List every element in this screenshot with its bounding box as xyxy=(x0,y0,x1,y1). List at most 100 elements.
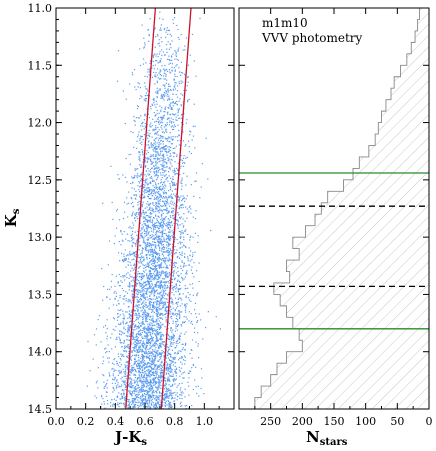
data-point xyxy=(135,360,137,362)
data-point xyxy=(168,401,170,403)
data-point xyxy=(124,384,126,386)
data-point xyxy=(166,131,168,133)
data-point xyxy=(154,380,156,382)
data-point xyxy=(145,335,147,337)
data-point xyxy=(146,392,149,394)
data-point xyxy=(122,298,124,300)
data-point xyxy=(153,139,156,141)
data-point xyxy=(143,300,145,302)
data-point xyxy=(151,234,153,236)
data-point xyxy=(183,349,185,351)
data-point xyxy=(162,333,164,335)
data-point xyxy=(146,289,148,291)
data-point xyxy=(134,377,137,379)
data-point xyxy=(139,403,142,405)
data-point xyxy=(136,241,138,243)
data-point xyxy=(196,295,198,297)
data-point xyxy=(142,125,144,127)
data-point xyxy=(133,188,135,190)
data-point xyxy=(113,398,115,400)
data-point xyxy=(154,284,156,286)
data-point xyxy=(143,351,145,353)
data-point xyxy=(155,335,157,337)
data-point xyxy=(133,285,135,287)
data-point xyxy=(167,29,169,32)
data-point xyxy=(123,341,125,343)
data-point xyxy=(141,235,143,237)
data-point xyxy=(156,219,158,221)
data-point xyxy=(123,375,125,377)
data-point xyxy=(152,129,154,131)
data-point xyxy=(186,85,188,87)
data-point xyxy=(175,193,177,195)
data-point xyxy=(142,275,144,277)
data-point xyxy=(141,402,143,404)
data-point xyxy=(159,241,161,243)
data-point xyxy=(172,336,174,339)
data-point xyxy=(172,287,174,289)
data-point xyxy=(148,369,150,371)
data-point xyxy=(151,167,153,169)
data-point xyxy=(152,372,154,374)
data-point xyxy=(154,358,156,361)
data-point xyxy=(169,366,172,369)
data-point xyxy=(169,161,171,163)
data-point xyxy=(157,365,159,367)
data-point xyxy=(163,344,165,346)
data-point xyxy=(116,210,118,212)
data-point xyxy=(130,370,132,372)
data-point xyxy=(180,154,182,157)
data-point xyxy=(165,271,167,274)
data-point xyxy=(171,292,173,294)
data-point xyxy=(158,329,161,331)
data-point xyxy=(133,387,135,389)
data-point xyxy=(142,327,145,329)
data-point xyxy=(138,343,140,345)
data-point xyxy=(145,345,147,347)
data-point xyxy=(168,353,170,355)
data-point xyxy=(129,383,131,385)
data-point xyxy=(162,131,164,133)
data-point xyxy=(151,358,153,360)
data-point xyxy=(139,48,141,50)
data-point xyxy=(156,208,158,210)
data-point xyxy=(116,360,118,362)
data-point xyxy=(138,257,140,259)
data-point xyxy=(153,102,155,104)
data-point xyxy=(172,360,174,362)
data-point xyxy=(131,214,133,216)
data-point xyxy=(127,216,129,218)
data-point xyxy=(166,294,168,296)
data-point xyxy=(129,299,131,301)
data-point xyxy=(155,405,158,407)
data-point xyxy=(143,295,145,297)
data-point xyxy=(145,288,147,290)
data-point xyxy=(170,394,172,396)
data-point xyxy=(201,163,203,165)
data-point xyxy=(168,117,170,119)
data-point xyxy=(152,252,154,254)
data-point xyxy=(164,191,166,194)
data-point xyxy=(142,307,145,309)
data-point xyxy=(127,360,129,362)
data-point xyxy=(138,371,140,373)
data-point xyxy=(135,243,137,245)
data-point xyxy=(155,376,157,378)
data-point xyxy=(138,370,140,372)
data-point xyxy=(160,151,162,153)
data-point xyxy=(135,324,137,326)
data-point xyxy=(161,317,163,319)
data-point xyxy=(129,385,132,387)
data-point xyxy=(174,369,176,371)
data-point xyxy=(157,312,159,314)
data-point xyxy=(173,17,176,19)
data-point xyxy=(202,338,204,340)
data-point xyxy=(189,205,191,207)
data-point xyxy=(159,293,161,295)
data-point xyxy=(157,366,159,368)
data-point xyxy=(131,387,133,389)
data-point xyxy=(115,385,117,387)
data-point xyxy=(158,242,160,244)
data-point xyxy=(160,241,162,243)
data-point xyxy=(185,198,187,200)
